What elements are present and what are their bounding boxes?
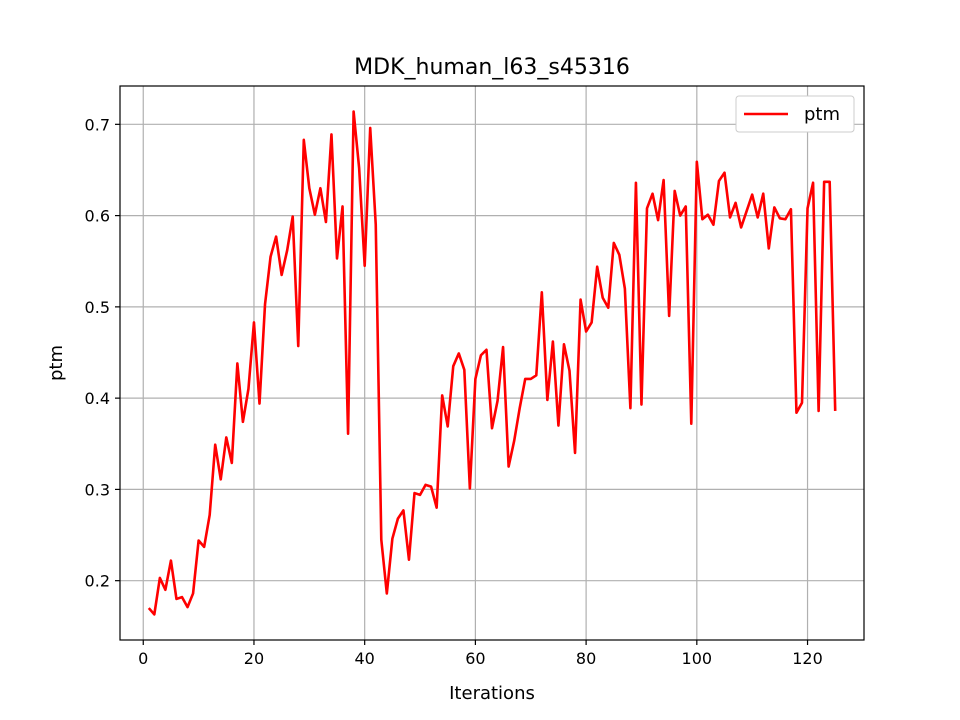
axis-ticks xyxy=(115,123,809,645)
y-axis-label: ptm xyxy=(46,345,67,381)
x-tick-label: 0 xyxy=(138,649,148,668)
chart-title: MDK_human_l63_s45316 xyxy=(354,55,630,80)
x-tick-label: 80 xyxy=(576,649,596,668)
grid-lines xyxy=(120,86,864,640)
tick-labels: 0 20 40 60 80 100 120 0.2 0.3 0.4 0.5 0.6 0.7 xyxy=(85,115,823,668)
x-tick-label: 20 xyxy=(244,649,264,668)
y-tick-label: 0.7 xyxy=(85,115,110,134)
x-tick-label: 100 xyxy=(682,649,713,668)
x-tick-label: 120 xyxy=(792,649,823,668)
series-line-ptm xyxy=(147,110,837,616)
legend: ptm xyxy=(735,95,855,133)
y-tick-label: 0.3 xyxy=(85,480,110,499)
y-tick-label: 0.6 xyxy=(85,207,110,226)
plot-frame xyxy=(119,85,865,641)
y-tick-label: 0.4 xyxy=(85,389,110,408)
y-tick-label: 0.5 xyxy=(85,298,110,317)
y-tick-label: 0.2 xyxy=(85,572,110,591)
x-axis-label: Iterations xyxy=(449,683,535,704)
x-tick-label: 60 xyxy=(465,649,485,668)
legend-label-ptm: ptm xyxy=(804,104,840,125)
series-layer xyxy=(147,110,837,616)
legend-box xyxy=(735,95,855,133)
x-tick-label: 40 xyxy=(354,649,374,668)
